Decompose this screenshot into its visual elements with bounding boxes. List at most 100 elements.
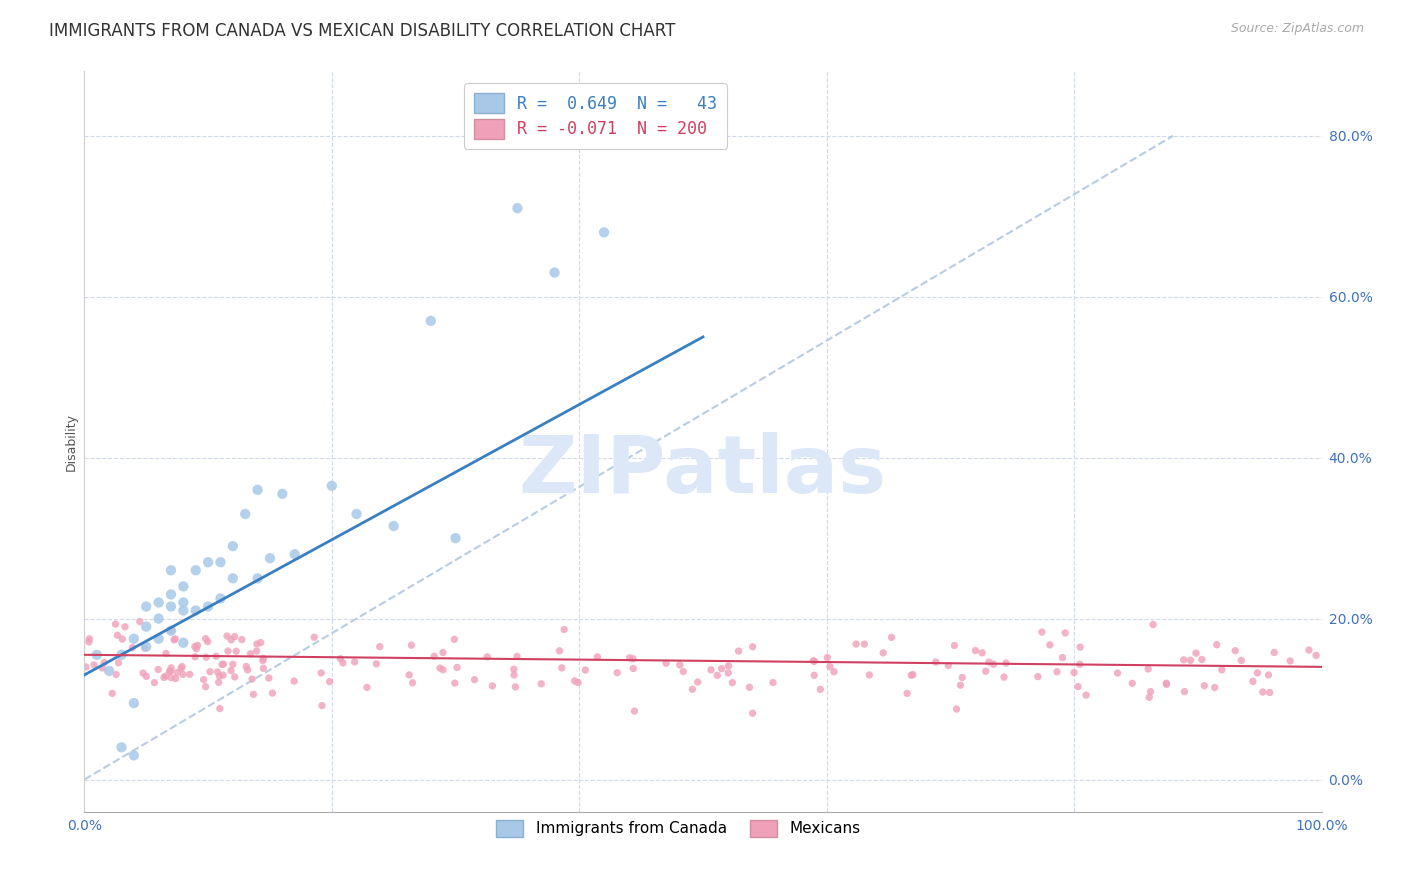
Point [710, 662, 733, 676]
Point [943, 639, 966, 653]
Point [110, 740, 132, 755]
Point [257, 671, 280, 685]
Point [506, 201, 529, 215]
Point [401, 638, 423, 652]
Point [965, 643, 987, 657]
Point [121, 640, 143, 655]
Point [655, 657, 678, 671]
Point [1263, 645, 1285, 659]
Point [252, 661, 274, 675]
Point [1137, 690, 1160, 705]
Point [446, 660, 468, 674]
Point [283, 674, 305, 689]
Point [321, 479, 343, 493]
Point [304, 630, 326, 644]
Point [1251, 685, 1274, 699]
Point [925, 655, 948, 669]
Point [543, 266, 565, 280]
Point [823, 665, 845, 679]
Point [83, 657, 105, 672]
Point [503, 668, 526, 682]
Point [219, 632, 242, 647]
Point [1211, 663, 1233, 677]
Point [872, 646, 894, 660]
Point [382, 519, 405, 533]
Point [1246, 665, 1268, 680]
Point [105, 667, 128, 681]
Point [432, 646, 454, 660]
Point [619, 650, 641, 665]
Point [198, 665, 221, 679]
Y-axis label: Disability: Disability [65, 412, 77, 471]
Point [481, 679, 503, 693]
Point [246, 483, 269, 497]
Point [98, 664, 121, 678]
Point [1121, 676, 1143, 690]
Point [184, 649, 207, 664]
Point [477, 649, 499, 664]
Point [128, 615, 150, 629]
Point [1052, 650, 1074, 665]
Point [741, 706, 763, 721]
Point [160, 624, 183, 638]
Point [1305, 648, 1327, 663]
Point [1257, 668, 1279, 682]
Point [593, 225, 616, 239]
Point [225, 644, 247, 658]
Point [880, 631, 903, 645]
Point [706, 668, 728, 682]
Point [669, 657, 692, 672]
Point [945, 702, 967, 716]
Point [172, 667, 194, 681]
Point [193, 673, 215, 687]
Point [215, 629, 238, 643]
Point [186, 639, 208, 653]
Point [148, 632, 170, 646]
Point [1074, 688, 1097, 702]
Point [1026, 670, 1049, 684]
Point [950, 670, 973, 684]
Point [236, 663, 259, 677]
Point [717, 659, 740, 673]
Point [318, 674, 340, 689]
Point [530, 677, 553, 691]
Point [738, 681, 761, 695]
Point [155, 647, 177, 661]
Point [212, 657, 235, 672]
Point [548, 644, 571, 658]
Point [901, 667, 924, 681]
Point [432, 663, 454, 677]
Point [107, 628, 129, 642]
Point [240, 672, 263, 686]
Point [160, 661, 183, 675]
Point [211, 657, 233, 672]
Point [165, 632, 187, 646]
Point [1298, 643, 1320, 657]
Point [1107, 666, 1129, 681]
Point [1142, 617, 1164, 632]
Point [1258, 685, 1281, 699]
Point [179, 667, 201, 681]
Point [463, 673, 485, 687]
Point [343, 655, 366, 669]
Point [284, 547, 307, 561]
Point [101, 686, 124, 700]
Legend: Immigrants from Canada, Mexicans: Immigrants from Canada, Mexicans [488, 812, 868, 845]
Point [808, 682, 831, 697]
Text: IMMIGRANTS FROM CANADA VS MEXICAN DISABILITY CORRELATION CHART: IMMIGRANTS FROM CANADA VS MEXICAN DISABI… [49, 22, 676, 40]
Point [1185, 646, 1208, 660]
Point [423, 649, 446, 664]
Point [506, 649, 529, 664]
Point [114, 620, 136, 634]
Point [249, 635, 271, 649]
Point [217, 644, 239, 658]
Point [567, 675, 589, 690]
Point [77, 635, 100, 649]
Point [818, 659, 841, 673]
Point [107, 656, 129, 670]
Point [502, 662, 524, 676]
Point [1191, 652, 1213, 666]
Point [170, 659, 193, 673]
Point [311, 698, 333, 713]
Point [858, 668, 880, 682]
